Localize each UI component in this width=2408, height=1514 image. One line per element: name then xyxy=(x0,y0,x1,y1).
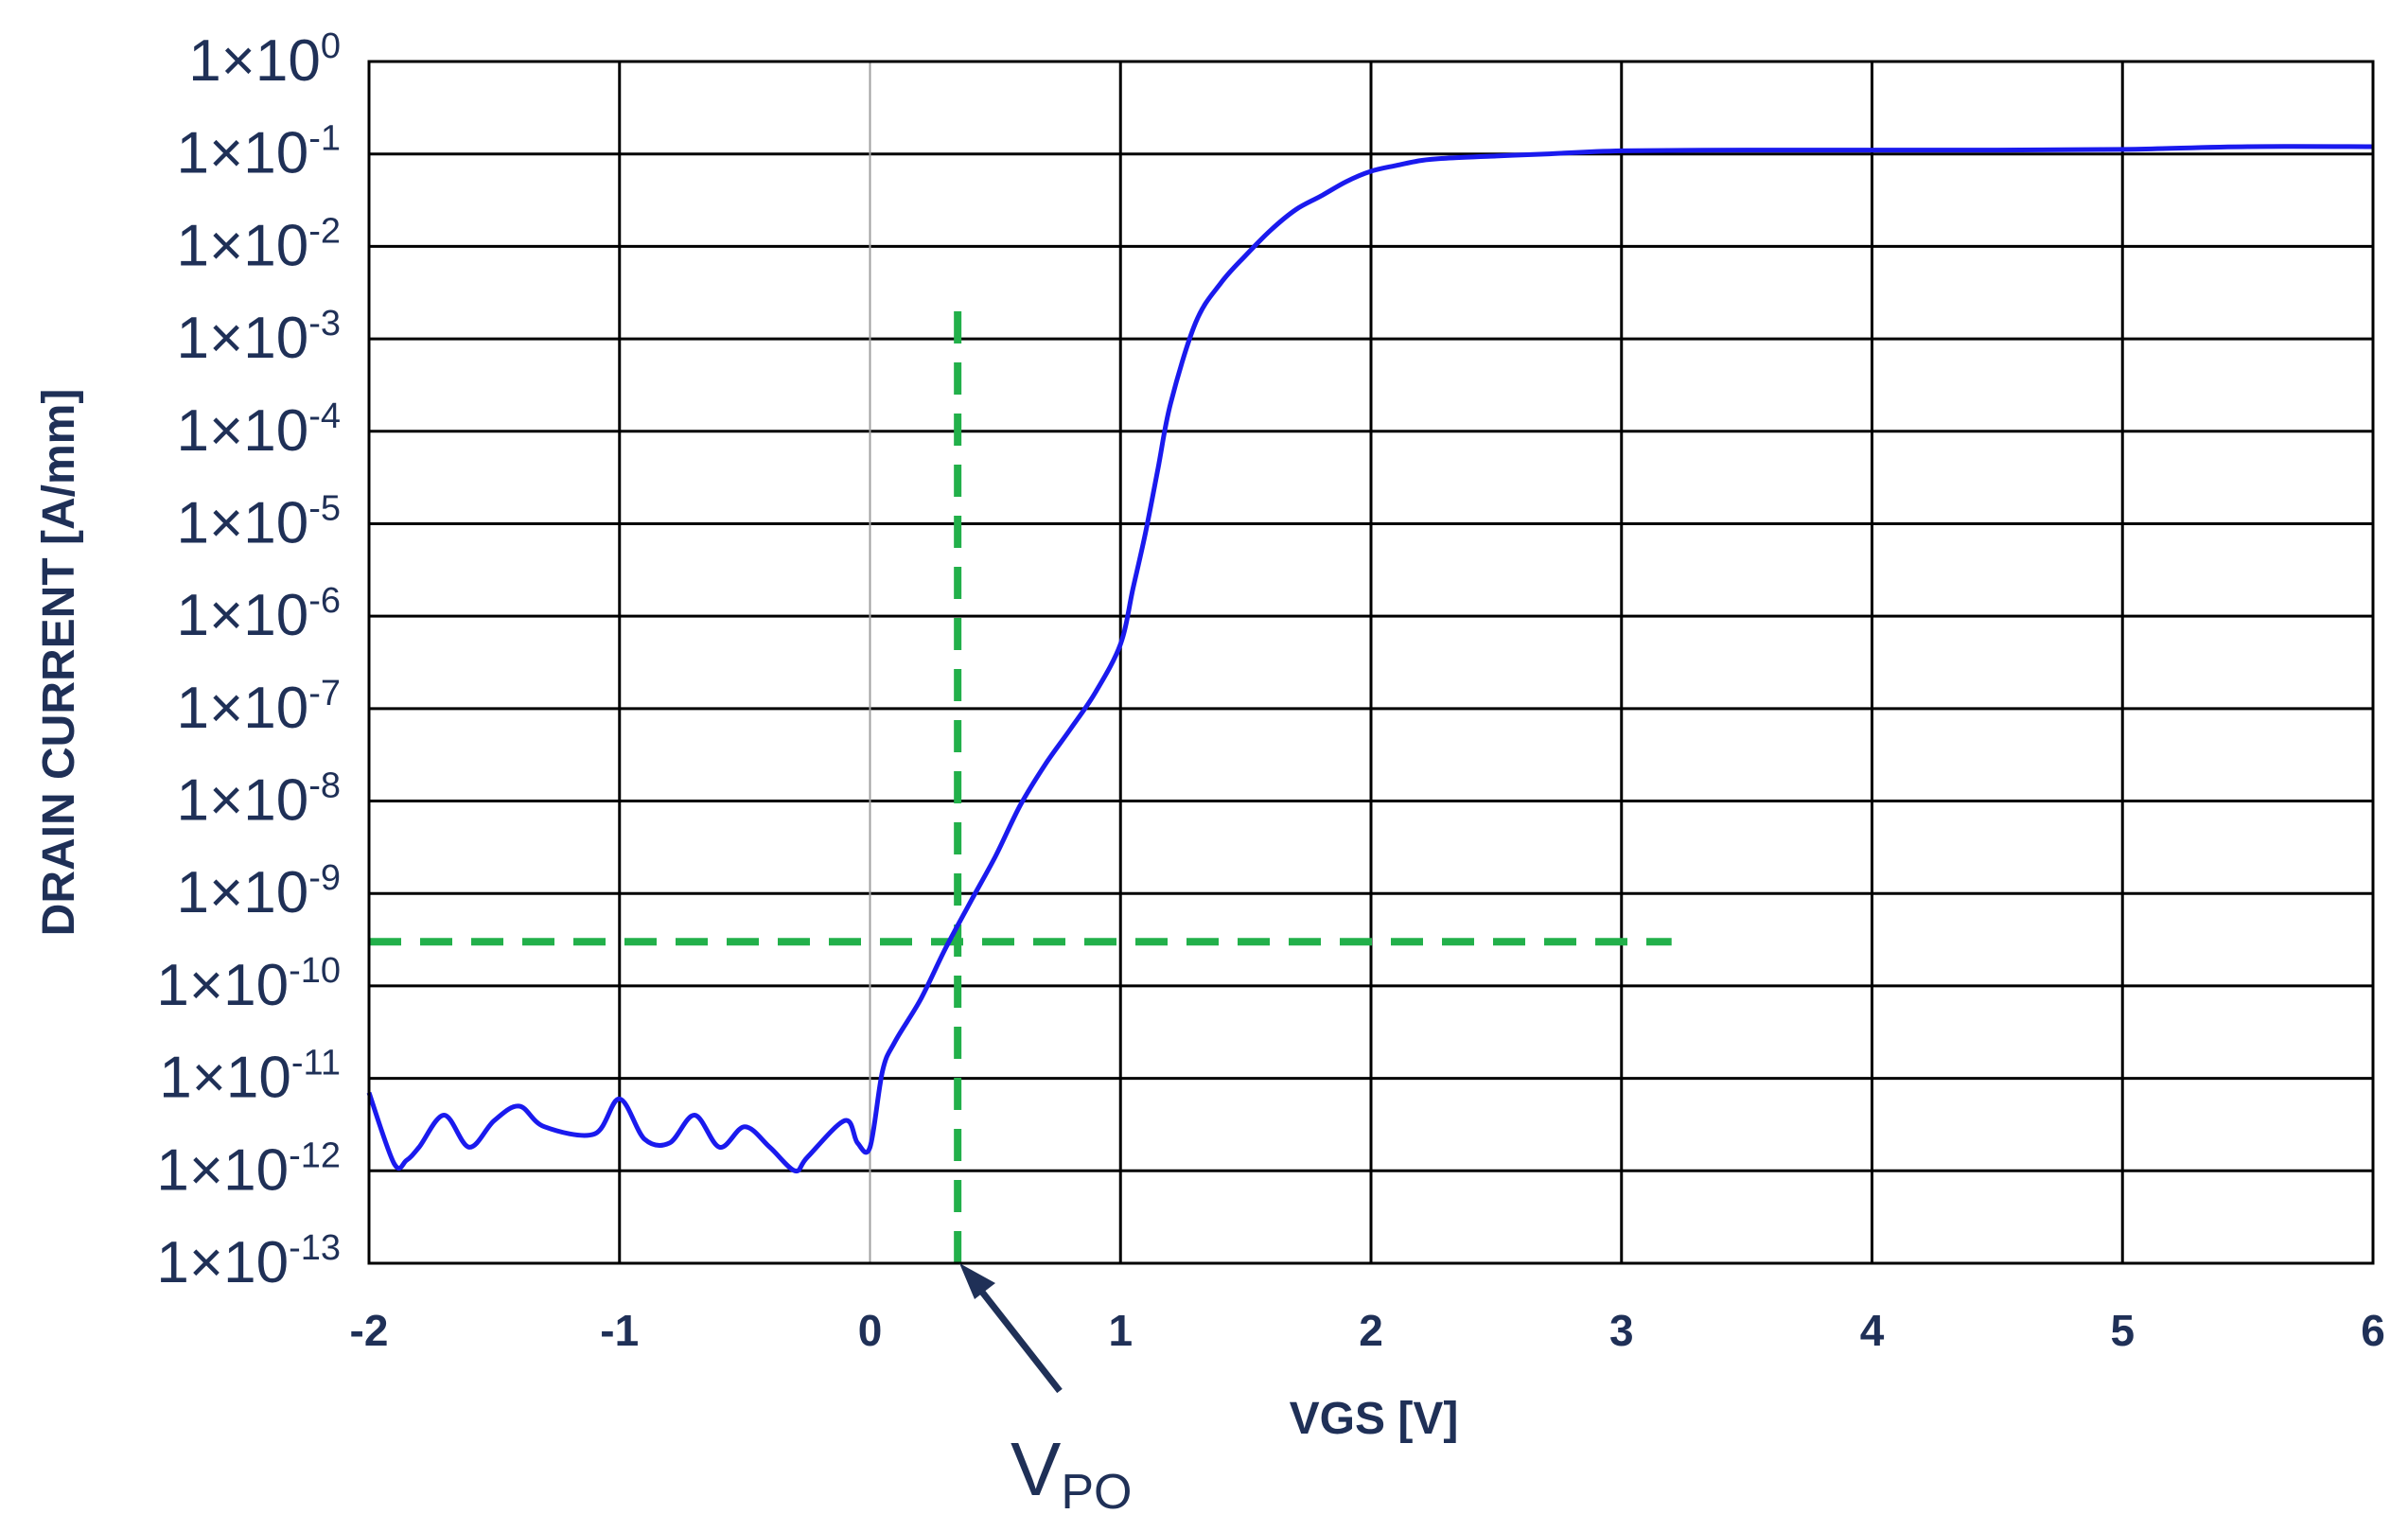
x-tick-label: 6 xyxy=(2361,1306,2385,1355)
y-tick-mantissa: 1×10 xyxy=(177,490,309,555)
x-tick-label: 2 xyxy=(1359,1306,1383,1355)
y-tick-exponent: -5 xyxy=(308,488,341,528)
y-tick-exponent: -2 xyxy=(308,211,341,251)
x-tick-label: -2 xyxy=(350,1306,389,1355)
y-tick-label: 1×10-10 xyxy=(156,951,341,1018)
x-tick-label: 4 xyxy=(1860,1306,1885,1355)
y-axis-title: DRAIN CURRENT [A/mm] xyxy=(34,389,84,937)
y-tick-mantissa: 1×10 xyxy=(177,213,309,278)
y-tick-label: 1×10-2 xyxy=(177,211,341,278)
y-tick-exponent: -13 xyxy=(289,1228,341,1268)
series-group xyxy=(366,144,2374,1174)
y-tick-exponent: -4 xyxy=(308,396,341,436)
reference-lines xyxy=(369,310,1672,1263)
y-tick-exponent: -10 xyxy=(289,951,341,991)
y-tick-exponent: -9 xyxy=(308,858,341,898)
x-tick-label: 1 xyxy=(1108,1306,1133,1355)
y-tick-label: 1×10-7 xyxy=(177,674,341,741)
y-tick-mantissa: 1×10 xyxy=(177,768,309,834)
y-tick-label: 1×100 xyxy=(188,26,341,94)
y-tick-exponent: -11 xyxy=(291,1044,341,1083)
chart-grid xyxy=(367,60,2375,1265)
y-tick-label: 1×10-11 xyxy=(159,1044,341,1111)
y-tick-label: 1×10-5 xyxy=(177,488,341,555)
y-tick-label: 1×10-12 xyxy=(156,1136,341,1203)
y-tick-exponent: -3 xyxy=(308,304,341,343)
y-tick-label: 1×10-4 xyxy=(177,396,341,464)
y-tick-mantissa: 1×10 xyxy=(156,953,289,1018)
vpo-annotation: VPO xyxy=(959,1263,1133,1514)
x-axis-title: VGS [V] xyxy=(1290,1394,1459,1444)
vpo-label: VPO xyxy=(1011,1427,1133,1514)
y-tick-mantissa: 1×10 xyxy=(177,583,309,648)
y-tick-exponent: -12 xyxy=(289,1136,341,1175)
vpo-arrow-shaft xyxy=(968,1275,1063,1394)
y-tick-exponent: 0 xyxy=(321,26,341,66)
y-tick-mantissa: 1×10 xyxy=(159,1046,291,1111)
y-tick-label: 1×10-13 xyxy=(156,1228,341,1295)
y-tick-label: 1×10-1 xyxy=(177,119,341,186)
x-tick-label: -1 xyxy=(600,1306,639,1355)
y-tick-mantissa: 1×10 xyxy=(156,1137,289,1203)
y-tick-exponent: -8 xyxy=(308,766,341,806)
y-tick-label: 1×10-8 xyxy=(177,766,341,834)
plot-frame xyxy=(367,60,2375,1265)
x-tick-label: 0 xyxy=(858,1306,883,1355)
vpo-arrow-head xyxy=(959,1263,995,1299)
y-tick-labels: 1×1001×10-11×10-21×10-31×10-41×10-51×10-… xyxy=(156,26,341,1295)
y-tick-mantissa: 1×10 xyxy=(156,1230,289,1295)
y-tick-label: 1×10-9 xyxy=(177,858,341,925)
vpo-label-main: V xyxy=(1011,1427,1062,1511)
drain-current-line xyxy=(366,144,2374,1174)
y-tick-label: 1×10-6 xyxy=(177,581,341,648)
y-tick-exponent: -6 xyxy=(308,581,341,621)
vpo-label-sub: PO xyxy=(1061,1465,1132,1514)
x-tick-label: 3 xyxy=(1609,1306,1634,1355)
y-tick-mantissa: 1×10 xyxy=(177,860,309,925)
y-tick-label: 1×10-3 xyxy=(177,304,341,371)
y-tick-mantissa: 1×10 xyxy=(177,676,309,741)
y-tick-exponent: -1 xyxy=(308,119,341,159)
y-tick-mantissa: 1×10 xyxy=(177,306,309,371)
x-tick-labels: -2 -1 0 1 2 3 4 5 6 xyxy=(350,1306,2385,1355)
y-tick-exponent: -7 xyxy=(308,674,341,713)
x-tick-label: 5 xyxy=(2110,1306,2135,1355)
y-tick-mantissa: 1×10 xyxy=(177,121,309,186)
y-tick-mantissa: 1×10 xyxy=(177,398,309,464)
plot-border xyxy=(367,60,2375,1265)
y-tick-mantissa: 1×10 xyxy=(188,28,321,94)
